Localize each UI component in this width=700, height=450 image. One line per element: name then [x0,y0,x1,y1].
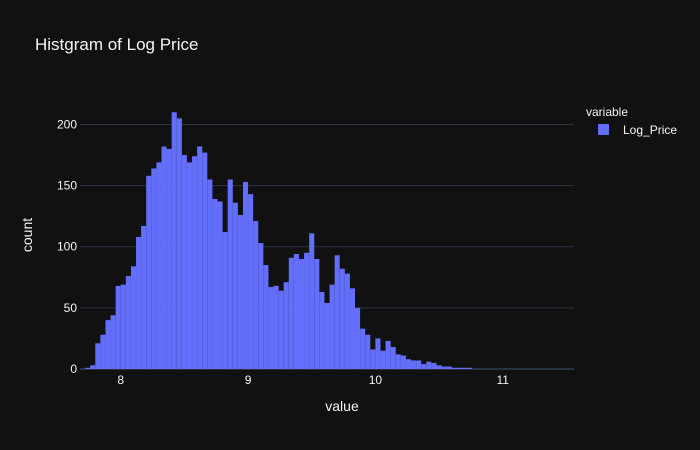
legend-swatch[interactable] [598,124,609,135]
histogram-bar[interactable] [268,287,274,369]
histogram-bar[interactable] [212,199,218,369]
histogram-bar[interactable] [105,320,111,369]
histogram-bar[interactable] [385,340,391,369]
histogram-bar[interactable] [441,366,447,369]
histogram-bar[interactable] [380,350,386,369]
histogram-bar[interactable] [298,258,305,369]
histogram-bar[interactable] [237,214,243,369]
histogram-bar[interactable] [390,346,396,369]
histogram-bar[interactable] [324,302,330,369]
y-tick-label: 50 [64,301,78,315]
y-tick-label: 150 [57,179,77,193]
y-tick-label: 200 [57,117,77,131]
bars [85,112,473,370]
y-axis-title: count [19,218,35,252]
histogram-bar[interactable] [248,194,254,369]
histogram-bar[interactable] [222,232,228,369]
histogram-bar[interactable] [166,148,172,369]
histogram-bar[interactable] [181,155,187,369]
x-tick-label: 11 [496,373,509,387]
histogram-bar[interactable] [426,361,432,369]
histogram-bar[interactable] [95,343,101,369]
histogram-bar[interactable] [146,175,152,369]
histogram-bar[interactable] [411,360,417,369]
histogram-bar[interactable] [355,307,361,369]
histogram-bar[interactable] [365,334,371,369]
histogram-bar[interactable] [329,284,335,369]
histogram-bar[interactable] [451,367,457,369]
chart-title: Histgram of Log Price [35,35,198,54]
histogram-bar[interactable] [273,285,279,369]
histogram-bar[interactable] [207,179,213,369]
histogram-bar[interactable] [232,202,238,369]
x-tick-labels: 8 9 10 11 [117,373,509,387]
histogram-bar[interactable] [141,225,147,369]
legend[interactable]: variable Log_Price [586,105,677,137]
histogram-bar[interactable] [456,367,462,369]
histogram-bar[interactable] [344,273,350,369]
histogram-bar[interactable] [416,360,422,369]
histogram-bar[interactable] [156,162,162,369]
histogram-bar[interactable] [171,112,177,370]
histogram-bar[interactable] [405,359,412,369]
histogram-bar[interactable] [467,367,473,369]
histogram-bar[interactable] [90,365,96,369]
histogram-bar[interactable] [283,282,289,369]
histogram-bar[interactable] [136,236,142,369]
y-tick-labels: 0 50 100 150 200 [57,117,77,376]
histogram-bar[interactable] [186,162,193,369]
histogram-bar[interactable] [202,152,208,369]
histogram-bar[interactable] [395,354,401,369]
histogram-bar[interactable] [288,257,294,369]
histogram-bar[interactable] [120,284,126,369]
histogram-bar[interactable] [431,362,437,369]
legend-item-log-price[interactable]: Log_Price [623,123,677,137]
x-tick-label: 9 [245,373,252,387]
histogram-bar[interactable] [263,265,269,369]
histogram-bar[interactable] [192,156,198,369]
histogram-bar[interactable] [100,334,106,369]
histogram-bar[interactable] [197,146,203,369]
histogram-bar[interactable] [115,285,121,369]
histogram-bar[interactable] [227,179,233,369]
histogram-bar[interactable] [319,291,325,369]
histogram-bar[interactable] [304,252,310,369]
histogram-bar[interactable] [339,268,345,369]
x-axis-title: value [325,398,359,414]
histogram-bar[interactable] [253,221,259,369]
histogram-bar[interactable] [217,201,223,369]
x-tick-label: 8 [117,373,124,387]
histogram-bar[interactable] [421,364,427,369]
legend-title: variable [586,105,628,119]
histogram-bar[interactable] [436,365,442,369]
x-tick-label: 10 [369,373,383,387]
histogram-bar[interactable] [125,276,131,369]
histogram-bar[interactable] [110,315,116,369]
histogram-bar[interactable] [258,243,264,369]
histogram-bar[interactable] [176,118,182,369]
histogram-bar[interactable] [151,168,157,369]
y-tick-label: 0 [70,362,77,376]
histogram-bar[interactable] [349,288,356,369]
histogram-bar[interactable] [334,255,340,369]
histogram-bar[interactable] [360,328,366,369]
histogram-bar[interactable] [130,266,137,369]
histogram-bar[interactable] [314,258,320,369]
histogram-bar[interactable] [161,146,167,369]
histogram-bar[interactable] [446,366,452,369]
histogram-bar[interactable] [242,181,249,369]
histogram-bar[interactable] [309,233,315,369]
histogram-bar[interactable] [278,290,284,369]
histogram-bar[interactable] [461,367,468,369]
histogram-bar[interactable] [293,254,299,369]
y-tick-label: 100 [57,240,77,254]
histogram-bar[interactable] [370,349,376,369]
histogram-bar[interactable] [85,367,91,369]
histogram-bar[interactable] [400,355,406,369]
histogram-bar[interactable] [375,338,381,369]
